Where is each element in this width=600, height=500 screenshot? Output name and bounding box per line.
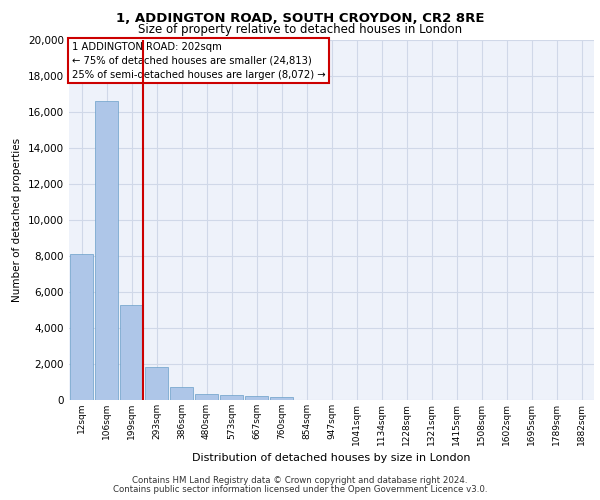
Text: Contains HM Land Registry data © Crown copyright and database right 2024.: Contains HM Land Registry data © Crown c… xyxy=(132,476,468,485)
X-axis label: Distribution of detached houses by size in London: Distribution of detached houses by size … xyxy=(192,453,471,463)
Y-axis label: Number of detached properties: Number of detached properties xyxy=(13,138,22,302)
Bar xyxy=(70,254,93,400)
Bar xyxy=(170,388,193,400)
Bar xyxy=(145,366,168,400)
Bar xyxy=(220,395,243,400)
Bar xyxy=(270,396,293,400)
Text: 1 ADDINGTON ROAD: 202sqm
← 75% of detached houses are smaller (24,813)
25% of se: 1 ADDINGTON ROAD: 202sqm ← 75% of detach… xyxy=(71,42,325,80)
Text: Size of property relative to detached houses in London: Size of property relative to detached ho… xyxy=(138,22,462,36)
Text: 1, ADDINGTON ROAD, SOUTH CROYDON, CR2 8RE: 1, ADDINGTON ROAD, SOUTH CROYDON, CR2 8R… xyxy=(116,12,484,26)
Bar xyxy=(95,101,118,400)
Bar xyxy=(245,396,268,400)
Bar xyxy=(120,304,143,400)
Text: Contains public sector information licensed under the Open Government Licence v3: Contains public sector information licen… xyxy=(113,485,487,494)
Bar xyxy=(195,394,218,400)
